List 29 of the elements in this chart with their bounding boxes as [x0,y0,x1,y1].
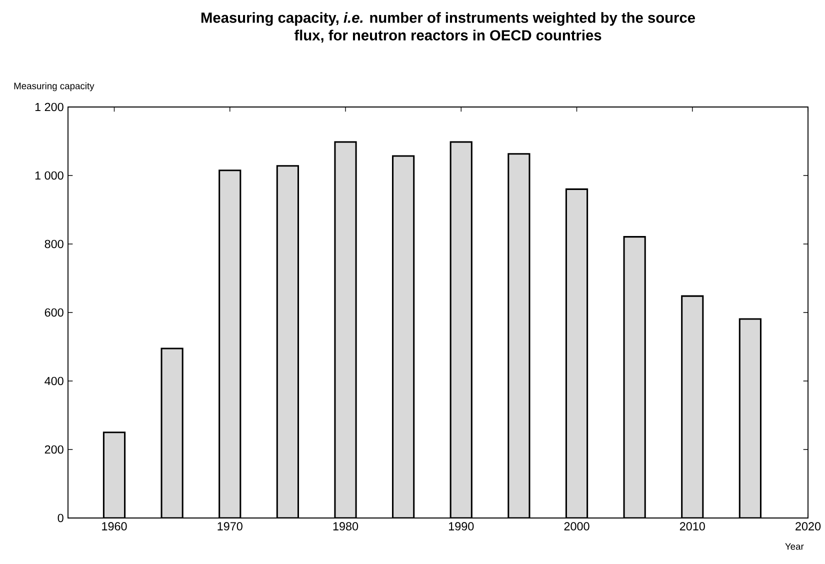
y-tick-label: 800 [44,240,64,248]
y-axis-title: Measuring capacity [14,82,94,92]
y-tick-label: 200 [44,445,64,454]
bar [508,153,530,518]
x-tick-label: 2010 [680,522,705,530]
bar [276,165,299,518]
bar [392,155,415,518]
bar [160,348,184,518]
x-tick-label: 2000 [564,522,590,530]
bar [681,295,704,518]
bar [334,141,357,518]
y-tick-label: 0 [58,514,64,522]
y-tick-label: 400 [44,376,64,386]
bar [102,432,126,518]
y-tick-label: 600 [44,308,64,317]
y-tick-label: 1 000 [35,171,64,180]
x-tick-label: 2020 [796,522,821,530]
bar [623,236,646,518]
bar [738,318,762,518]
bar [450,141,472,518]
x-axis-title: Year [785,543,804,550]
x-tick-label: 1960 [102,522,127,530]
bar [565,188,588,518]
y-tick-label: 1 200 [35,102,64,112]
x-tick-label: 1980 [333,522,358,530]
x-tick-label: 1970 [218,522,242,530]
bar [218,170,242,518]
x-tick-label: 1990 [449,522,474,530]
chart-title: Measuring capacity, i.e. number of instruments weighted by the source flux, for neutron reactors in OECD countries [201,12,696,43]
